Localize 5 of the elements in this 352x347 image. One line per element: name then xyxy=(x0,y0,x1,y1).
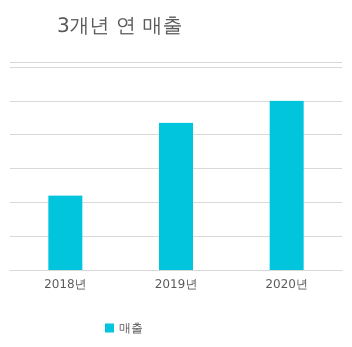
x-tick-label: 2019년 xyxy=(154,277,198,291)
x-tick-label: 2018년 xyxy=(44,277,87,291)
x-tick-label: 2020년 xyxy=(265,277,308,291)
chart-title: 3개년 연 매출 xyxy=(57,13,182,37)
legend-label: 매출 xyxy=(119,321,143,335)
